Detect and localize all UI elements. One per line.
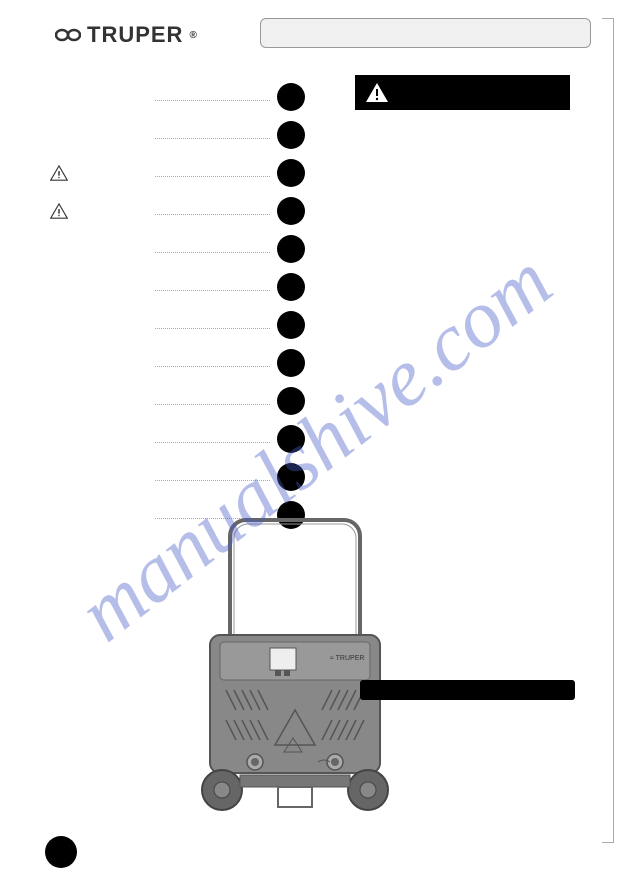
table-of-contents [50,78,305,534]
page-bullet [277,273,305,301]
svg-text:≈ TRUPER: ≈ TRUPER [330,655,364,662]
page-bullet [277,425,305,453]
header-bar [260,18,591,48]
dotted-leader [155,397,270,405]
page-number-bullet [45,836,77,868]
toc-row [50,420,305,458]
page-bullet [277,83,305,111]
toc-row [50,382,305,420]
toc-row [50,268,305,306]
toc-row [50,116,305,154]
page-bullet [277,235,305,263]
dotted-leader [155,169,270,177]
dotted-leader [155,207,270,215]
toc-row [50,154,305,192]
trademark: ® [189,30,197,41]
product-label-bar [360,680,575,700]
page-bullet [277,311,305,339]
brand-text: TRUPER [87,22,183,48]
toc-row [50,306,305,344]
toc-row [50,78,305,116]
warning-triangle-icon [50,165,68,181]
dotted-leader [155,321,270,329]
dotted-leader [155,473,270,481]
dotted-leader [155,245,270,253]
toc-row [50,230,305,268]
toc-row [50,192,305,230]
toc-row [50,344,305,382]
page-bullet [277,463,305,491]
dotted-leader [155,283,270,291]
page-bullet [277,387,305,415]
dotted-leader [155,93,270,101]
warning-triangle-icon [365,82,389,103]
dotted-leader [155,131,270,139]
warning-triangle-icon [50,203,68,219]
page-bullet [277,197,305,225]
dotted-leader [155,359,270,367]
product-illustration: ≈ TRUPER [100,510,530,830]
truper-icon [55,28,81,42]
page-bullet [277,349,305,377]
manual-page: TRUPER ® [0,0,629,893]
right-margin [602,18,614,843]
page-bullet [277,121,305,149]
warning-banner [355,75,570,110]
toc-row [50,458,305,496]
brand-logo: TRUPER ® [55,22,198,48]
dotted-leader [155,435,270,443]
page-bullet [277,159,305,187]
